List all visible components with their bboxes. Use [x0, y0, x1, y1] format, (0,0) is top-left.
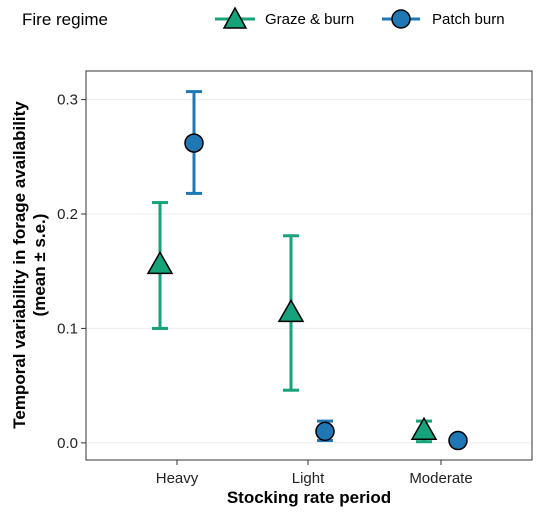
series-layer [146, 90, 468, 451]
legend-graze-label: Graze & burn [265, 11, 354, 28]
y-tick-label: 0.1 [57, 320, 78, 337]
y-tick-label: 0.2 [57, 206, 78, 223]
legend-patch-label: Patch burn [432, 11, 505, 28]
graze-burn-point [146, 250, 174, 275]
plot-panel-border [85, 70, 533, 461]
patch-burn-point [315, 421, 335, 442]
x-tick-label: Moderate [409, 470, 472, 487]
legend-patch-circle-icon [391, 9, 411, 29]
graze-burn-point [277, 298, 305, 323]
y-tick-label: 0.0 [57, 435, 78, 452]
x-tick-label: Heavy [156, 470, 199, 487]
x-tick-label: Light [292, 470, 325, 487]
legend: Fire regime Graze & burn Patch burn [22, 6, 505, 29]
x-axis: Heavy Light Moderate [156, 460, 473, 487]
y-axis: 0.0 0.1 0.2 0.3 [57, 92, 86, 452]
y-axis-title-line2: (mean ± s.e.) [30, 214, 49, 317]
x-axis-title: Stocking rate period [227, 488, 391, 507]
graze-burn-point [410, 416, 438, 441]
y-axis-title-line1: Temporal variability in forage availabil… [10, 101, 29, 429]
patch-burn-point [448, 430, 468, 451]
legend-title: Fire regime [22, 10, 108, 29]
legend-graze-triangle-icon [222, 6, 248, 29]
patch-burn-point [184, 133, 204, 153]
y-tick-label: 0.3 [57, 92, 78, 109]
